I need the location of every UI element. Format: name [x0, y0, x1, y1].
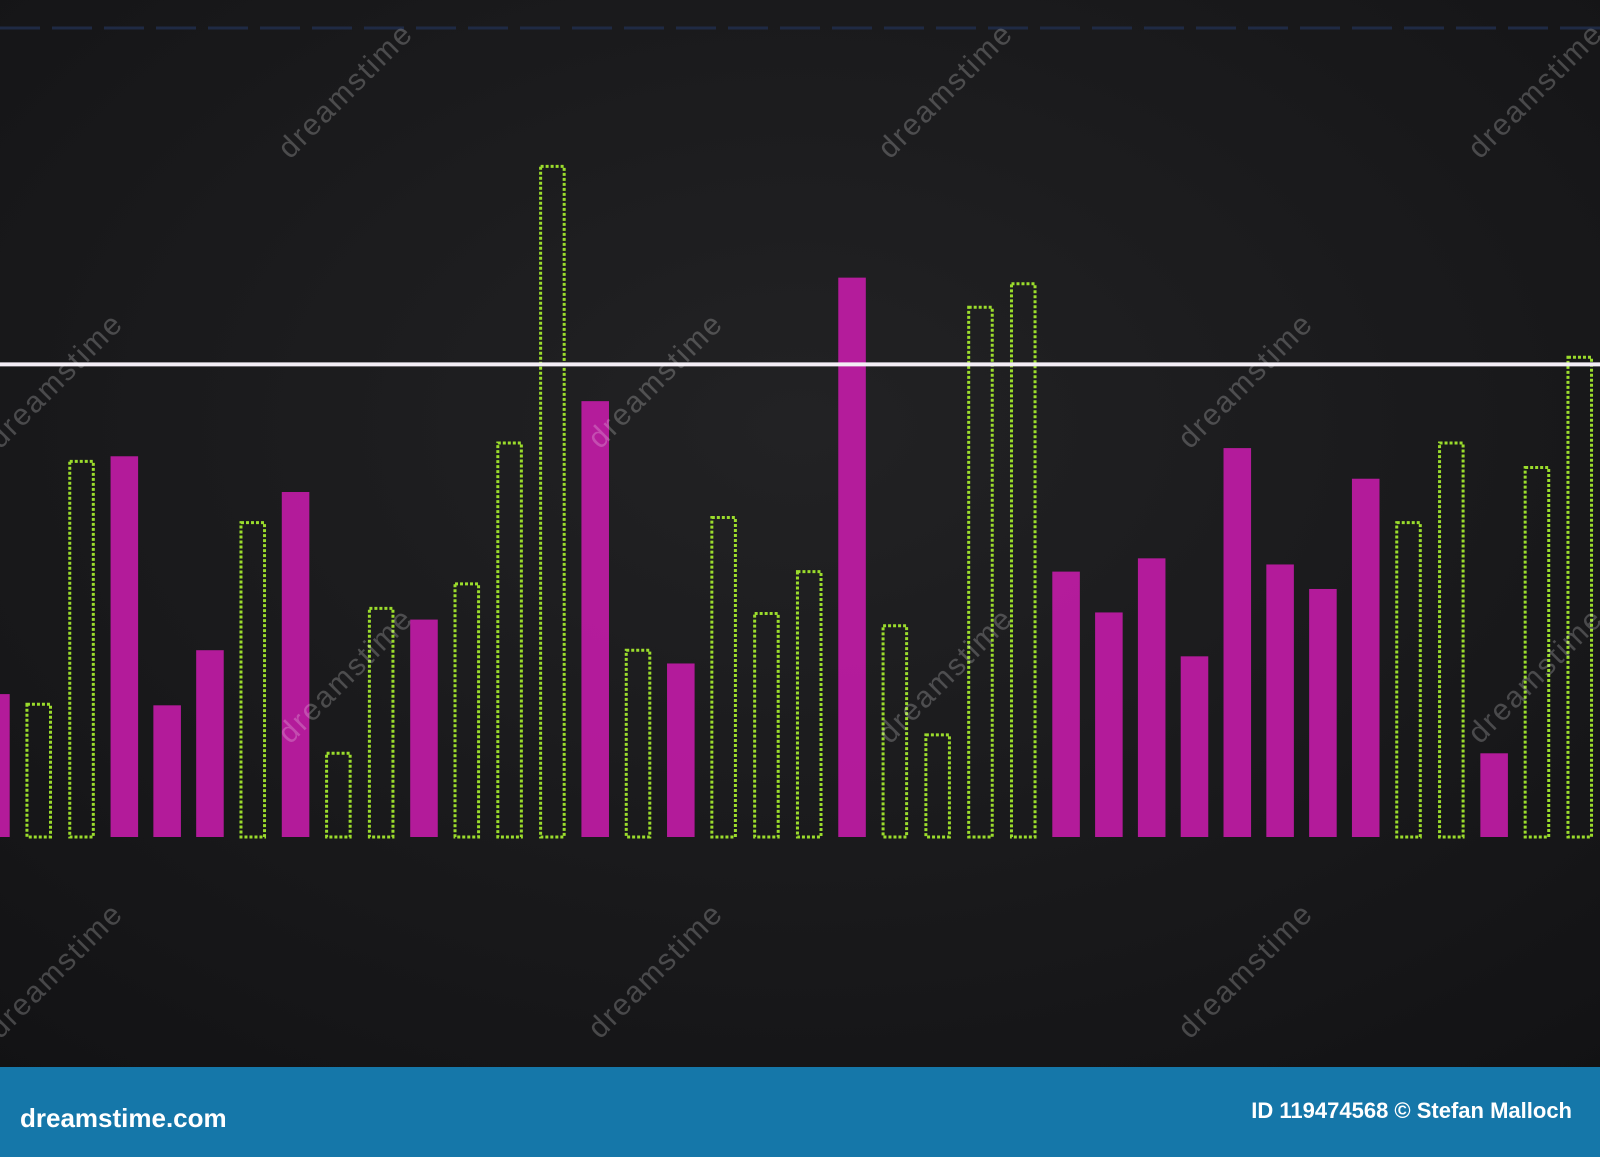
bar-outline — [967, 305, 994, 839]
screen-background — [0, 0, 1600, 1067]
bar-outline — [881, 624, 909, 839]
bar-outline — [1009, 282, 1037, 839]
bar-outline — [924, 733, 951, 839]
bar-outline — [1438, 441, 1465, 839]
bar — [1309, 588, 1337, 837]
bar-outline — [795, 570, 823, 839]
bar — [281, 491, 310, 837]
bar-outline — [753, 611, 780, 839]
bar — [1223, 448, 1252, 837]
bar — [667, 663, 695, 837]
bar — [1351, 478, 1380, 837]
bar — [1095, 612, 1123, 837]
footer-bar — [0, 1067, 1600, 1157]
bar — [110, 456, 139, 837]
bar-outline — [367, 606, 395, 839]
bar-outline — [325, 751, 352, 839]
footer-credit: ID 119474568 © Stefan Malloch — [1251, 1098, 1572, 1123]
bar — [581, 401, 609, 837]
bar — [196, 650, 224, 837]
bar — [1137, 558, 1166, 837]
bar — [0, 694, 10, 837]
bar — [410, 619, 438, 837]
bar-outline — [710, 516, 737, 839]
bar-outline — [496, 441, 523, 839]
bar-outline — [539, 164, 566, 839]
bar-outline — [1395, 521, 1422, 839]
bar — [1052, 571, 1080, 837]
bar — [1266, 564, 1294, 837]
bar-outline — [68, 459, 95, 839]
bar — [1480, 753, 1508, 837]
bar — [838, 277, 866, 837]
bar-outline — [1523, 465, 1551, 839]
bar-outline — [453, 582, 481, 839]
plot — [0, 164, 1600, 839]
bar-outline — [1566, 355, 1594, 839]
bar-outline — [25, 702, 52, 839]
bar-outline — [239, 521, 267, 839]
bar-outline — [624, 648, 652, 839]
footer-site: dreamstime.com — [20, 1103, 227, 1133]
bar — [153, 705, 181, 837]
bar — [1180, 656, 1209, 837]
